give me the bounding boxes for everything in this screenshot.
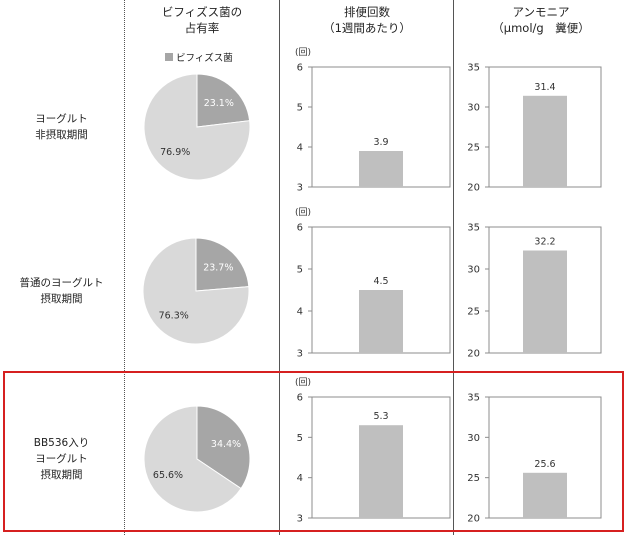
row-label-3: BB536入り ヨーグルト 摂取期間	[4, 435, 119, 483]
freq-chart-3-tick-label-5: 5	[297, 433, 303, 444]
row-label-2-line2: 摂取期間	[40, 293, 83, 305]
header-pie: ビフィズス菌の 占有率	[128, 4, 276, 36]
freq-chart-2-data-label: 4.5	[373, 276, 388, 287]
highlight-box	[3, 371, 624, 532]
freq-chart-3-bar	[359, 425, 403, 518]
header-ammonia-line1: アンモニア	[512, 5, 570, 19]
freq-chart-3-data-label: 5.3	[373, 411, 388, 422]
ammonia-chart-2-tick-label-30: 30	[467, 265, 480, 276]
freq-chart-1-unit-label: (回)	[295, 47, 311, 58]
legend-label: ビフィズス菌	[176, 53, 233, 64]
pie-1-slice-bifido	[196, 73, 251, 128]
row-label-1: ヨーグルト 非摂取期間	[4, 111, 119, 143]
ammonia-chart-2-tick-label-25: 25	[467, 307, 480, 318]
row-label-3-line1: BB536入り	[33, 437, 90, 449]
ammonia-chart-2-data-label: 32.2	[534, 237, 555, 248]
freq-chart-2-unit-label: (回)	[295, 207, 311, 218]
row-label-1-line2: 非摂取期間	[35, 129, 88, 141]
ammonia-chart-1-tick-label-25: 25	[467, 143, 480, 154]
pie-2-slice-other	[142, 237, 250, 345]
row-label-3-line2: ヨーグルト	[35, 453, 88, 465]
pie-2-slice-bifido	[195, 237, 250, 292]
row-label-3-line3: 摂取期間	[40, 469, 83, 481]
ammonia-chart-1-data-label: 31.4	[534, 82, 555, 93]
freq-chart-3-unit-label: (回)	[295, 377, 311, 388]
ammonia-chart-1-tick-label-35: 35	[467, 63, 480, 74]
row-label-1-line1: ヨーグルト	[35, 113, 88, 125]
ammonia-chart-3-tick-label-30: 30	[467, 433, 480, 444]
freq-chart-2-bar	[359, 290, 403, 353]
freq-chart-2-tick-label-6: 6	[297, 223, 303, 234]
pie-legend: ビフィズス菌	[165, 50, 233, 64]
freq-chart-1-tick-label-5: 5	[297, 103, 303, 114]
ammonia-chart-3-tick-label-20: 20	[467, 514, 480, 525]
freq-chart-2-tick-label-4: 4	[297, 307, 303, 318]
ammonia-chart-2-bar	[523, 250, 567, 353]
pie-3-slice-bifido	[196, 405, 251, 490]
freq-chart-3-tick-label-4: 4	[297, 473, 303, 484]
header-frequency-line1: 排便回数	[344, 5, 390, 19]
pie-3-label-bifido: 34.4%	[211, 439, 241, 450]
ammonia-chart-3-bar	[523, 472, 567, 518]
header-ammonia-line2: （μmol/g 糞便）	[492, 21, 590, 35]
pie-3-slice-other	[143, 405, 242, 513]
pie-2-label-bifido: 23.7%	[203, 262, 233, 273]
row-label-2-line1: 普通のヨーグルト	[19, 277, 104, 289]
ammonia-chart-3-data-label: 25.6	[534, 459, 555, 470]
legend-swatch	[165, 53, 173, 61]
column-separator-1	[124, 0, 125, 535]
freq-chart-3-tick-label-6: 6	[297, 393, 303, 404]
ammonia-chart-2-tick-label-35: 35	[467, 223, 480, 234]
freq-chart-1-tick-label-4: 4	[297, 143, 303, 154]
column-separator-3	[453, 0, 454, 535]
pie-3-label-other: 65.6%	[153, 470, 183, 481]
freq-chart-3-tick-label-3: 3	[297, 514, 303, 525]
pie-1-label-other: 76.9%	[160, 147, 190, 158]
header-frequency: 排便回数 （1週間あたり）	[283, 4, 451, 36]
pie-2-label-other: 76.3%	[159, 311, 189, 322]
header-ammonia: アンモニア （μmol/g 糞便）	[457, 4, 625, 36]
ammonia-chart-2-tick-label-20: 20	[467, 349, 480, 360]
header-pie-line2: 占有率	[184, 21, 220, 35]
pie-1-label-bifido: 23.1%	[204, 98, 234, 109]
header-pie-line1: ビフィズス菌の	[161, 5, 243, 19]
freq-chart-1-data-label: 3.9	[373, 137, 388, 148]
row-label-2: 普通のヨーグルト 摂取期間	[4, 275, 119, 307]
ammonia-chart-3-tick-label-35: 35	[467, 393, 480, 404]
freq-chart-1-tick-label-3: 3	[297, 183, 303, 194]
column-separator-2	[279, 0, 280, 535]
ammonia-chart-1-tick-label-20: 20	[467, 183, 480, 194]
ammonia-chart-1-tick-label-30: 30	[467, 103, 480, 114]
freq-chart-1-bar	[359, 151, 403, 187]
freq-chart-2-tick-label-3: 3	[297, 349, 303, 360]
ammonia-chart-3-tick-label-25: 25	[467, 473, 480, 484]
header-frequency-line2: （1週間あたり）	[323, 21, 411, 35]
ammonia-chart-1-bar	[523, 95, 567, 187]
freq-chart-1-tick-label-6: 6	[297, 63, 303, 74]
pie-1-slice-other	[143, 73, 251, 181]
freq-chart-2-tick-label-5: 5	[297, 265, 303, 276]
